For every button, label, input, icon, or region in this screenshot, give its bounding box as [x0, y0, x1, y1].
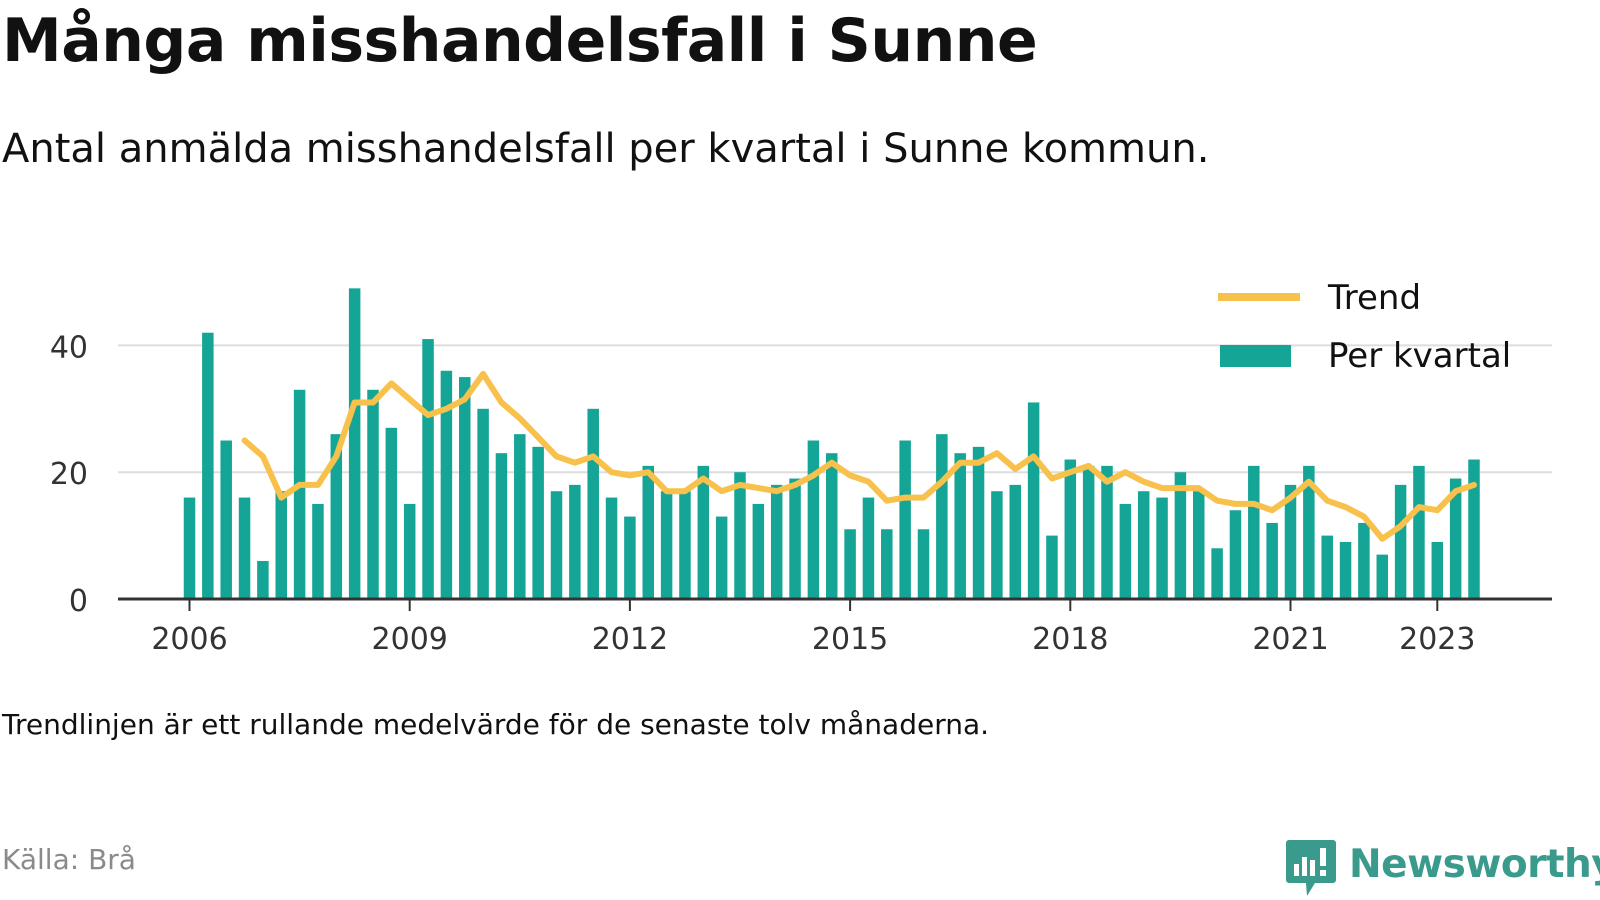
- bar: [367, 389, 379, 599]
- bar: [1174, 472, 1187, 599]
- bar: [1431, 541, 1444, 599]
- footnote: Trendlinjen är ett rullande medelvärde f…: [2, 708, 990, 741]
- legend-bar-label: Per kvartal: [1328, 336, 1511, 376]
- legend-trend-label: Trend: [1327, 278, 1421, 318]
- bar: [550, 491, 563, 599]
- bar: [1046, 535, 1058, 599]
- bar: [642, 465, 654, 599]
- bar: [1339, 541, 1352, 599]
- bar: [440, 370, 453, 599]
- bar: [1027, 402, 1040, 599]
- bar: [715, 516, 728, 599]
- quarterly-bars: [183, 288, 1480, 599]
- x-tick-label: 2015: [812, 622, 888, 657]
- bar: [183, 497, 196, 599]
- bar: [1101, 465, 1113, 599]
- bar: [862, 497, 875, 599]
- bar: [1358, 522, 1370, 599]
- bar: [532, 446, 544, 599]
- x-tick-label: 2021: [1252, 622, 1328, 657]
- bar: [936, 434, 948, 599]
- bar: [844, 529, 856, 599]
- bar: [826, 453, 838, 599]
- bar: [1376, 554, 1388, 599]
- bar: [1009, 484, 1021, 599]
- bar: [991, 491, 1003, 599]
- bar: [312, 503, 324, 599]
- bar: [238, 497, 251, 599]
- bar: [293, 389, 306, 599]
- bar: [1468, 459, 1480, 599]
- x-tick-label: 2012: [592, 622, 668, 657]
- chart-subtitle: Antal anmälda misshandelsfall per kvarta…: [2, 126, 1210, 172]
- source-note: Källa: Brå: [2, 843, 136, 876]
- bar: [881, 529, 893, 599]
- bar: [697, 465, 710, 599]
- x-axis-tick-labels: 2006 2009 2012 2015 2018 2021 2023: [151, 622, 1475, 657]
- bar: [422, 339, 434, 599]
- x-tick-label: 2006: [151, 622, 227, 657]
- bar: [1248, 465, 1260, 599]
- bar: [972, 446, 985, 599]
- bar: [1082, 465, 1095, 599]
- bar: [899, 440, 911, 599]
- bar: [1137, 491, 1150, 599]
- bar: [605, 497, 618, 599]
- x-axis: [118, 597, 1552, 611]
- x-tick-label: 2009: [372, 622, 448, 657]
- bar: [348, 288, 361, 599]
- bar: [385, 427, 398, 599]
- bar: [1321, 535, 1333, 599]
- bar: [275, 491, 287, 599]
- bar: [403, 503, 416, 599]
- bar: [1449, 478, 1462, 599]
- bar: [477, 408, 489, 599]
- trend-line: [241, 370, 1477, 542]
- brand-name: Newsworthy: [1349, 842, 1600, 887]
- bar: [1284, 484, 1297, 599]
- bar: [770, 484, 783, 599]
- newsworthy-chart-bubble-icon: [1286, 840, 1336, 896]
- y-tick-label: 0: [69, 584, 88, 619]
- bar: [1266, 522, 1278, 599]
- bar: [624, 516, 636, 599]
- legend: Trend Per kvartal: [1218, 278, 1511, 376]
- bar: [330, 434, 343, 599]
- bar-line-chart: 0 20 40 2006 2009 2012 2015 2018 2021 2023 Trend…: [50, 278, 1552, 657]
- bar: [1413, 465, 1425, 599]
- bar: [1211, 548, 1223, 599]
- bar: [569, 484, 581, 599]
- bar: [495, 453, 508, 599]
- bar: [220, 440, 232, 599]
- bar: [679, 491, 691, 599]
- chart-title: Många misshandelsfall i Sunne: [2, 6, 1038, 76]
- y-tick-label: 40: [50, 330, 88, 365]
- bar: [917, 529, 930, 599]
- bar: [734, 472, 746, 599]
- bar: [660, 491, 673, 599]
- bar: [1156, 497, 1168, 599]
- legend-bar-swatch: [1220, 345, 1291, 367]
- bar: [1193, 491, 1205, 599]
- bar: [257, 560, 269, 599]
- bar: [202, 332, 214, 599]
- bar: [752, 503, 765, 599]
- bar: [954, 453, 966, 599]
- x-tick-label: 2018: [1032, 622, 1108, 657]
- bar: [1119, 503, 1132, 599]
- bar: [789, 478, 801, 599]
- y-axis-tick-labels: 0 20 40: [50, 330, 88, 619]
- bar: [1064, 459, 1077, 599]
- bar: [514, 434, 526, 599]
- x-tick-label: 2023: [1399, 622, 1475, 657]
- bar: [1303, 465, 1315, 599]
- bar: [459, 377, 471, 599]
- trend-line-group: [241, 370, 1477, 542]
- bar: [807, 440, 820, 599]
- y-tick-label: 20: [50, 457, 88, 492]
- bar: [1229, 510, 1242, 599]
- bar: [587, 408, 599, 599]
- bar: [1394, 484, 1407, 599]
